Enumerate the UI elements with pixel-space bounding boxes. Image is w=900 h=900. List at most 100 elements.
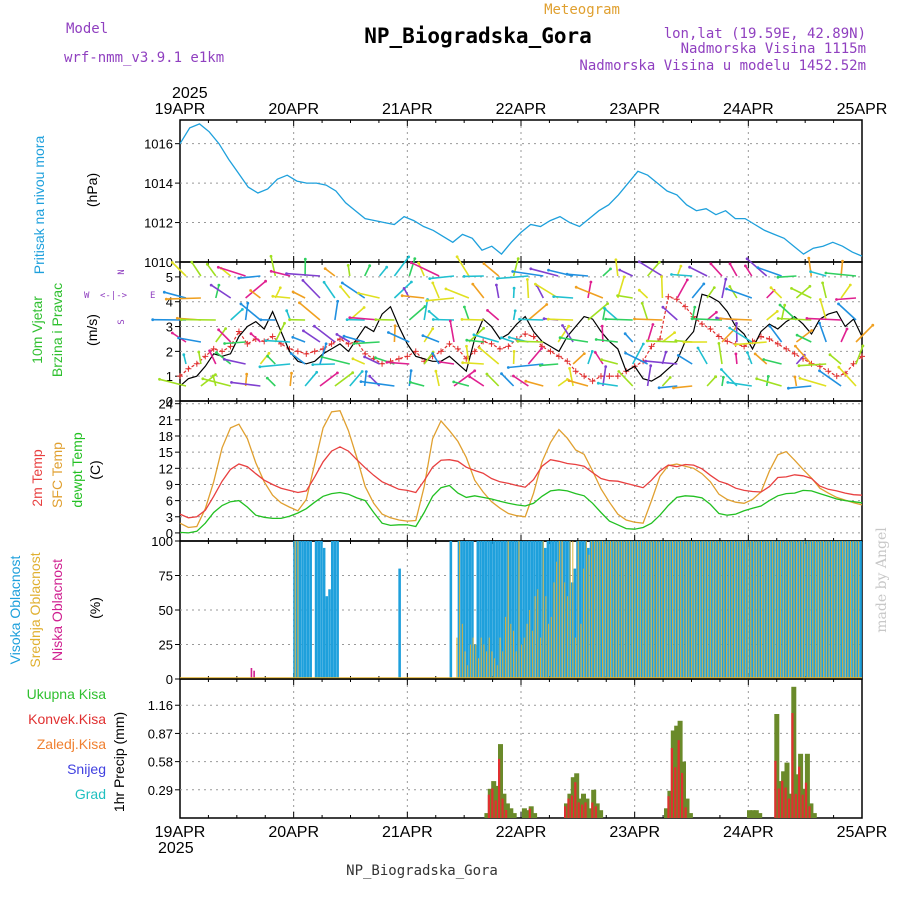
high-cloud-bar [578,541,582,679]
high-cloud-bar [562,541,566,679]
precip-bar [532,813,538,818]
wind-arrow [756,377,782,387]
wind-arrow [641,303,649,321]
wind-arrowhead [529,267,533,271]
credit-watermark: made by Angel [874,527,890,633]
wind-arrow [512,288,515,299]
high-cloud-bar [597,541,601,679]
wind-arrowhead [534,282,537,286]
wind-arrowhead [506,366,510,369]
wind-arrowhead [728,326,732,330]
wind-arrowhead [728,285,732,288]
precip-conv-bar [574,782,577,818]
wind-arrow [691,283,705,299]
wind-arrowhead [679,264,683,268]
wind-arrowhead [807,256,811,260]
wind-arrow [461,318,484,321]
wind-arrow [500,373,515,387]
wind-gust-marker [597,373,604,380]
wind-arrow [220,267,232,277]
precip-conv-bar [494,800,497,818]
wind-arrowhead [427,310,431,313]
mid-cloud-bar [615,541,617,679]
wind-arrow [619,269,634,277]
wind-arrowhead [177,336,181,340]
wind-arrow [659,385,678,389]
high-cloud-bar [301,541,304,679]
precip-conv-bar [777,788,780,818]
wind-arrowhead [808,284,812,288]
wind-arrow [231,381,261,387]
high-cloud-bar [398,568,401,679]
wind-arrow [271,270,291,277]
wind-arrow [631,343,645,365]
wind-arrowhead [673,331,676,334]
wind-gust-marker [859,353,865,360]
mid-cloud-bar [682,541,684,679]
high-cloud-bar [533,541,536,679]
high-cloud-bar [506,541,509,679]
wind-gust-marker [774,340,781,347]
high-cloud-bar [729,541,733,679]
high-cloud-bar [549,541,552,679]
wind-arrow [323,281,336,299]
wind-gust-marker [269,333,276,340]
top-time-axis: 19APR 20APR 21APR 22APR 23APR 24APR 25APR [155,101,888,118]
mid-cloud-bar [841,541,843,679]
wind-arrowhead [428,277,432,280]
wind-arrowhead [217,328,221,332]
wind-arrowhead [266,354,269,358]
high-cloud-bar [511,541,515,679]
temp-title-1: 2m Temp [29,449,45,507]
wind-arrowhead [670,273,673,276]
wind-arrowhead [524,379,528,383]
mid-cloud-bar [572,541,574,679]
wind-arrow [469,376,485,387]
mid-cloud-bar [814,541,816,679]
wind-arrowhead [516,339,520,343]
wind-arrow [417,262,425,277]
wind-arrow [568,368,574,387]
wind-arrow [212,375,217,387]
wind-arrowhead [709,262,713,266]
wind-arrowhead [387,331,390,334]
wind-arrow [336,333,351,343]
high-cloud-bar [802,541,806,679]
wind-arrow [795,329,813,343]
temp-unit: (C) [87,460,103,479]
wind-arrow [638,261,663,277]
high-cloud-bar [314,541,318,679]
wind-arrow [645,360,678,365]
wind-arrow [289,373,293,387]
wind-arrow [769,325,783,343]
wind-arrowhead [766,375,770,378]
wind-gust-marker [530,333,537,340]
wind-arrow [618,370,634,387]
low-cloud-bar [250,668,253,679]
mid-cloud-bar [852,541,854,679]
mid-cloud-bar [537,589,539,679]
wind-arrow [754,353,768,365]
wind-arrow [796,334,812,343]
mid-cloud-bar [545,596,547,679]
wind-arrowhead [818,369,821,373]
wind-arrow [210,284,232,299]
wind-arrowhead [837,365,841,369]
mid-cloud-bar [637,541,638,679]
wind-arrowhead [664,350,668,354]
mid-cloud-bar [806,541,808,679]
wind-arrowhead [413,257,417,260]
high-cloud-bar [473,644,477,679]
precip-bar [674,725,680,818]
wind-arrow [697,347,708,365]
wind-arrowhead [407,255,411,259]
high-cloud-bar [667,541,671,679]
wind-gust-marker [227,343,234,350]
wind-arrowhead [526,278,529,281]
wind-arrowhead [567,379,571,383]
bottom-day-label: 21APR [382,824,433,841]
high-cloud-bar [568,541,571,679]
temperature-ytick-label: 0 [166,526,173,541]
wind-arrowhead [222,357,226,361]
